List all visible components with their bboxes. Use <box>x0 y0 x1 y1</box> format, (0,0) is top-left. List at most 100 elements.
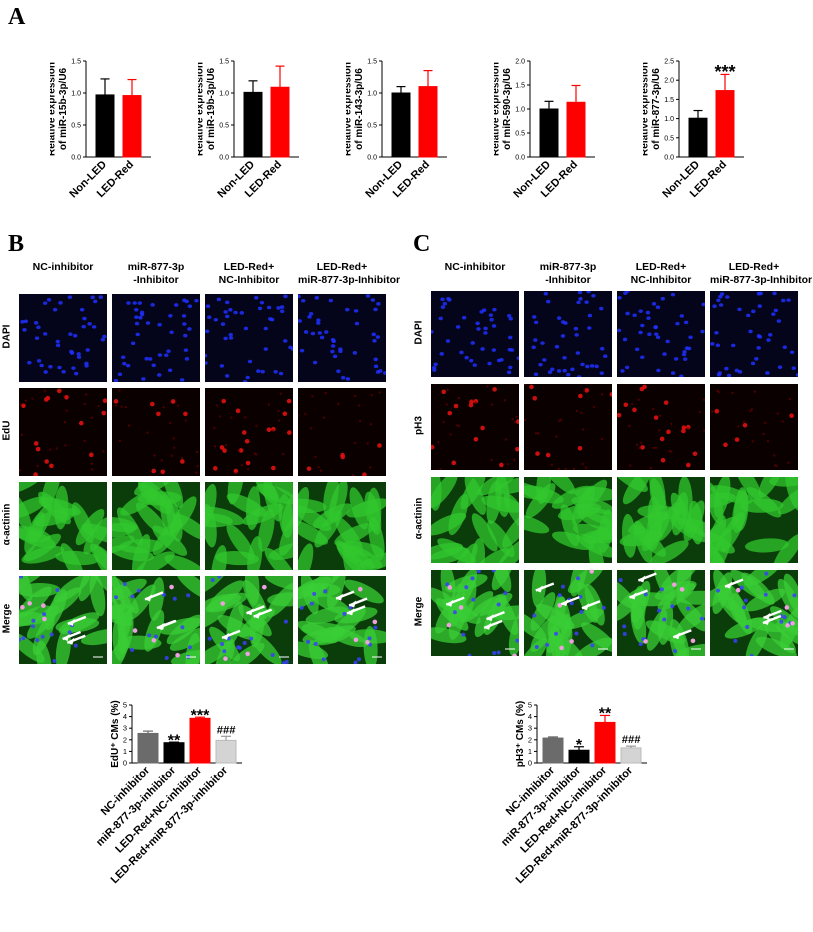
y-tick-label: 0.5 <box>515 131 525 138</box>
bar <box>542 737 564 764</box>
bar <box>688 117 708 158</box>
y-tick-label: 4 <box>123 712 127 721</box>
panel-b-micrograph <box>19 388 107 476</box>
panel-c-micrograph <box>710 477 798 563</box>
y-tick-label: 5 <box>123 701 127 710</box>
y-tick-label: 0.0 <box>367 155 377 162</box>
panel-b-micrograph <box>19 294 107 382</box>
panel-b-micrograph <box>298 388 386 476</box>
panel-c-micrograph <box>617 384 705 470</box>
y-tick-label: 0.0 <box>219 155 229 162</box>
panel-c-micrograph <box>710 570 798 656</box>
significance-label: ### <box>217 724 236 736</box>
bar <box>418 86 438 158</box>
y-tick-label: 2 <box>123 735 127 744</box>
panel-c-micrograph <box>431 291 519 377</box>
y-axis-label: Relative expressionof miR-877-3p/U6 <box>643 62 662 156</box>
panel-b-row-label: Merge <box>1 603 13 634</box>
panel-c-micrograph <box>524 570 612 656</box>
panel-b-micrograph <box>112 482 200 570</box>
bar <box>391 92 411 158</box>
y-tick-label: 0 <box>528 759 532 768</box>
y-tick-label: 1.0 <box>367 91 377 98</box>
y-tick-label: 5 <box>528 701 532 710</box>
y-tick-label: 2 <box>528 735 532 744</box>
bar <box>715 90 735 158</box>
bar <box>95 94 115 158</box>
y-tick-label: 2.0 <box>664 78 674 85</box>
panel-c-row-label: DAPI <box>413 320 425 345</box>
panel-c-micrograph <box>617 291 705 377</box>
panel-b-micrograph <box>205 482 293 570</box>
y-tick-label: 0.0 <box>515 155 525 162</box>
panel-c-column-header: NC-inhibitor <box>444 261 506 273</box>
significance-label: *** <box>191 707 210 724</box>
y-tick-label: 0.5 <box>367 123 377 130</box>
bar <box>215 739 237 764</box>
y-tick-label: 1.0 <box>71 91 81 98</box>
panel-c-column-header: LED-Red+ NC-Inhibitor <box>630 261 692 286</box>
bar <box>620 747 642 764</box>
significance-label: *** <box>714 62 735 82</box>
panel-b-micrograph <box>19 482 107 570</box>
panel-b-micrograph <box>205 576 293 664</box>
panel-b-micrograph <box>298 576 386 664</box>
panel-c-row-label: Merge <box>413 596 425 627</box>
panel-c-micrograph <box>617 570 705 656</box>
significance-label: ** <box>599 706 612 723</box>
panel-b-micrograph <box>205 388 293 476</box>
y-tick-label: 1 <box>528 747 532 756</box>
panel-b-column-header: LED-Red+ miR-877-3p-Inhibitor <box>298 261 401 286</box>
bar <box>122 95 142 158</box>
panel-b-micrograph <box>205 294 293 382</box>
y-tick-label: 3 <box>528 724 532 733</box>
panel-b-micrograph <box>112 294 200 382</box>
y-tick-label: 1.5 <box>71 59 81 66</box>
bar <box>243 91 263 158</box>
panel-b-column-header: miR-877-3p -Inhibitor <box>127 261 185 286</box>
y-tick-label: 1.5 <box>664 97 674 104</box>
bar <box>539 108 559 158</box>
y-axis-label: Relative expressionof miR-15b-3p/U6 <box>50 62 69 156</box>
y-tick-label: 1.0 <box>664 116 674 123</box>
significance-label: * <box>576 737 583 754</box>
panel-letter-a: A <box>8 4 26 30</box>
y-tick-label: 1.5 <box>367 59 377 66</box>
panel-c-micrograph <box>431 477 519 563</box>
y-tick-label: 3 <box>123 724 127 733</box>
panel-b-column-header: NC-inhibitor <box>32 261 94 273</box>
panel-c-micrograph <box>431 570 519 656</box>
panel-c-row-label: pH3 <box>413 416 425 435</box>
panel-b-micrograph <box>19 576 107 664</box>
bar <box>189 717 211 764</box>
y-tick-label: 1 <box>123 747 127 756</box>
y-tick-label: 0 <box>123 759 127 768</box>
y-tick-label: 1.0 <box>219 91 229 98</box>
y-tick-label: 4 <box>528 712 532 721</box>
y-axis-label: Relative expressionof miR-590-3p/U6 <box>494 62 513 156</box>
panel-b-row-label: α-actinin <box>1 503 13 546</box>
panel-b-micrograph <box>112 388 200 476</box>
y-tick-label: 1.5 <box>219 59 229 66</box>
panel-c-micrograph <box>524 291 612 377</box>
panel-c-micrograph <box>710 384 798 470</box>
panel-c-micrograph <box>524 384 612 470</box>
significance-label: ** <box>168 732 181 749</box>
panel-c-micrograph <box>524 477 612 563</box>
y-tick-label: 1.5 <box>515 83 525 90</box>
y-tick-label: 0.5 <box>71 123 81 130</box>
bar <box>594 721 616 764</box>
panel-c-micrograph <box>710 291 798 377</box>
significance-label: ### <box>622 734 641 746</box>
panel-b-row-label: EdU <box>1 420 13 441</box>
y-axis-label: Relative expressionof miR-19b-3p/U6 <box>198 62 217 156</box>
y-tick-label: 0.0 <box>71 155 81 162</box>
y-axis-label: pH3⁺ CMs (%) <box>515 701 526 767</box>
panel-c-column-header: miR-877-3p -Inhibitor <box>539 261 597 286</box>
panel-b-micrograph <box>298 482 386 570</box>
y-tick-label: 1.0 <box>515 107 525 114</box>
